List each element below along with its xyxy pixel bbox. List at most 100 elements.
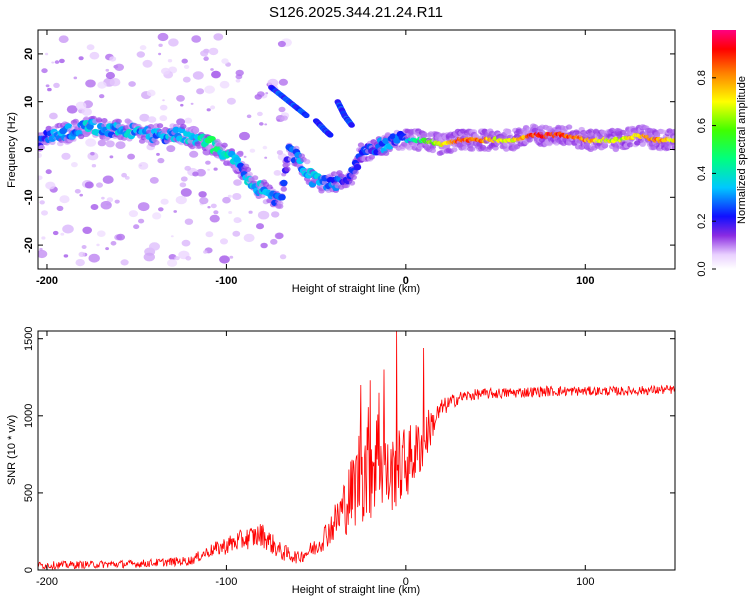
x-tick-label: 0 (403, 275, 409, 287)
noise-cell (264, 156, 268, 159)
noise-cell (181, 239, 191, 247)
noise-cell (257, 111, 263, 117)
noise-cell (133, 224, 140, 230)
x-tick-label: 100 (576, 576, 594, 588)
noise-cell (249, 148, 256, 153)
colorbar-ticks: 0.0 0.2 0.4 0.6 0.8 (696, 70, 716, 277)
ridge-halo-cell (659, 129, 666, 135)
noise-cell (109, 78, 121, 87)
noise-cell (105, 247, 109, 251)
noise-cell (101, 196, 105, 200)
noise-cell (276, 119, 280, 122)
noise-cell (110, 241, 117, 246)
spectrogram-x-axis: -200 -100 0 100 (36, 30, 594, 287)
noise-cell (152, 212, 162, 220)
x-tick-label: -200 (36, 576, 58, 588)
noise-cell (175, 195, 187, 205)
noise-cell (136, 51, 145, 58)
noise-cell (228, 211, 233, 214)
noise-cell (213, 210, 219, 215)
snr-y-label: SNR (10 * v/v) (6, 415, 18, 485)
ridge-halo-cell (212, 151, 219, 157)
noise-cell (205, 160, 211, 165)
colorbar-tick-label: 0.0 (696, 261, 708, 276)
ridge-halo-cell (38, 145, 45, 151)
noise-cell (203, 250, 208, 254)
ridge-halo-cell (526, 137, 533, 143)
noise-cell (45, 52, 49, 56)
noise-cell (52, 230, 59, 236)
noise-cell (183, 64, 190, 69)
noise-cell (185, 255, 192, 261)
noise-cell (100, 200, 112, 210)
noise-cell (260, 242, 268, 249)
ridge-halo-cell (318, 188, 325, 194)
noise-cell (264, 123, 268, 126)
noise-cell (273, 170, 282, 176)
noise-cell (166, 145, 176, 153)
noise-cell (189, 150, 199, 158)
noise-cell (79, 193, 83, 197)
ridge-halo-cell (284, 166, 291, 172)
noise-cell (206, 108, 211, 112)
noise-cell (99, 94, 105, 99)
noise-cell (173, 210, 177, 213)
noise-cell (262, 145, 268, 150)
noise-cell (176, 95, 185, 102)
ridge-cell (280, 179, 288, 187)
y-tick-label: -20 (23, 237, 35, 253)
noise-cell (87, 152, 99, 161)
noise-cell (86, 44, 95, 51)
noise-cell (159, 104, 168, 111)
noise-cell (233, 179, 242, 186)
x-tick-label: 0 (403, 576, 409, 588)
colorbar-tick-label: 0.8 (696, 70, 708, 85)
x-tick-label: -200 (36, 275, 58, 287)
noise-cell (213, 33, 224, 41)
snr-frame (37, 330, 676, 571)
noise-cell (97, 81, 107, 89)
ridge-cell (353, 164, 362, 171)
branch-cell (327, 132, 334, 138)
noise-cell (248, 210, 253, 214)
noise-cell (139, 113, 150, 122)
noise-cell (120, 259, 129, 266)
colorbar-tick-label: 0.6 (696, 118, 708, 133)
noise-cell (147, 116, 157, 123)
ridge-halo-cell (671, 143, 675, 149)
noise-cell (274, 232, 284, 240)
noise-cell (75, 101, 87, 110)
noise-cell (61, 152, 71, 160)
noise-cell (90, 204, 99, 210)
noise-cell (227, 194, 232, 198)
noise-cell (281, 115, 288, 121)
ridge-halo-cell (95, 117, 103, 123)
noise-cell (235, 69, 244, 77)
noise-cell (156, 152, 160, 156)
noise-cell (71, 162, 78, 168)
noise-cell (181, 58, 188, 64)
ridge-halo-cell (77, 133, 85, 140)
noise-cell (219, 255, 230, 264)
noise-cell (78, 251, 86, 257)
ridge-halo-cell (469, 146, 476, 152)
noise-cell (149, 177, 159, 184)
ridge-halo-cell (671, 128, 675, 134)
noise-cell (75, 259, 85, 267)
snr-x-label: Height of straight line (km) (292, 584, 420, 596)
ridge-halo-cell (101, 118, 108, 124)
noise-cell (210, 203, 217, 209)
noise-cell (38, 249, 48, 259)
noise-cell (96, 243, 100, 247)
noise-cell (143, 252, 155, 262)
noise-cell (62, 224, 74, 234)
noise-cell (45, 169, 52, 175)
noise-cell (47, 87, 52, 92)
noise-cell (146, 89, 156, 97)
noise-cell (277, 40, 286, 48)
noise-cell (157, 157, 165, 164)
noise-cell (192, 171, 199, 177)
noise-cell (229, 255, 234, 259)
noise-cell (257, 210, 270, 220)
noise-cell (238, 219, 242, 222)
